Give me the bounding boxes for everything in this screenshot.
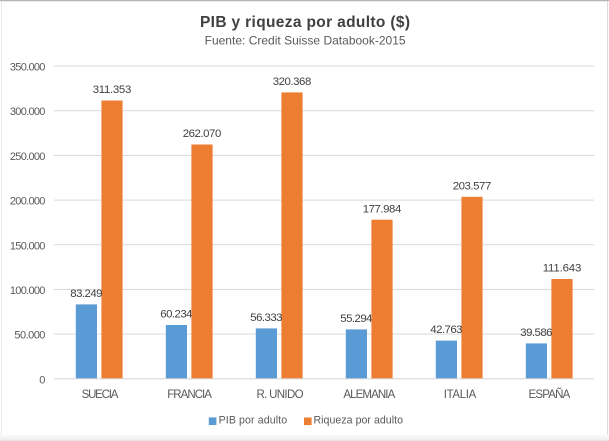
svg-text:R. UNIDO: R. UNIDO [256,389,303,401]
svg-text:39.586: 39.586 [520,327,552,339]
svg-text:320.368: 320.368 [273,76,312,88]
svg-text:311.353: 311.353 [93,84,132,96]
svg-text:250.000: 250.000 [10,151,46,163]
svg-text:111.643: 111.643 [543,263,582,275]
svg-text:60.234: 60.234 [160,309,192,321]
svg-text:300.000: 300.000 [10,106,46,118]
svg-text:83.249: 83.249 [70,288,102,300]
svg-text:56.333: 56.333 [250,312,282,324]
svg-text:ALEMANIA: ALEMANIA [343,389,395,401]
svg-text:203.577: 203.577 [453,180,492,192]
svg-text:100.000: 100.000 [10,285,46,297]
svg-text:ESPAÑA: ESPAÑA [529,388,571,401]
svg-text:Fuente: Credit Suisse Databook: Fuente: Credit Suisse Databook-2015 [205,34,406,48]
svg-text:177.984: 177.984 [363,203,402,215]
svg-text:200.000: 200.000 [10,196,46,208]
svg-text:42.763: 42.763 [430,324,462,336]
svg-text:ITALIA: ITALIA [444,389,477,401]
svg-text:55.294: 55.294 [340,313,372,325]
svg-text:262.070: 262.070 [183,128,222,140]
svg-text:SUECIA: SUECIA [82,389,119,401]
svg-text:PIB y riqueza por adulto ($): PIB y riqueza por adulto ($) [200,14,410,31]
svg-text:50.000: 50.000 [14,330,45,342]
svg-text:350.000: 350.000 [10,62,46,74]
svg-text:Riqueza por adulto: Riqueza por adulto [314,415,404,427]
svg-text:FRANCIA: FRANCIA [167,389,212,401]
svg-text:0: 0 [39,374,45,386]
svg-text:150.000: 150.000 [10,240,46,252]
svg-text:PIB por adulto: PIB por adulto [219,415,288,427]
